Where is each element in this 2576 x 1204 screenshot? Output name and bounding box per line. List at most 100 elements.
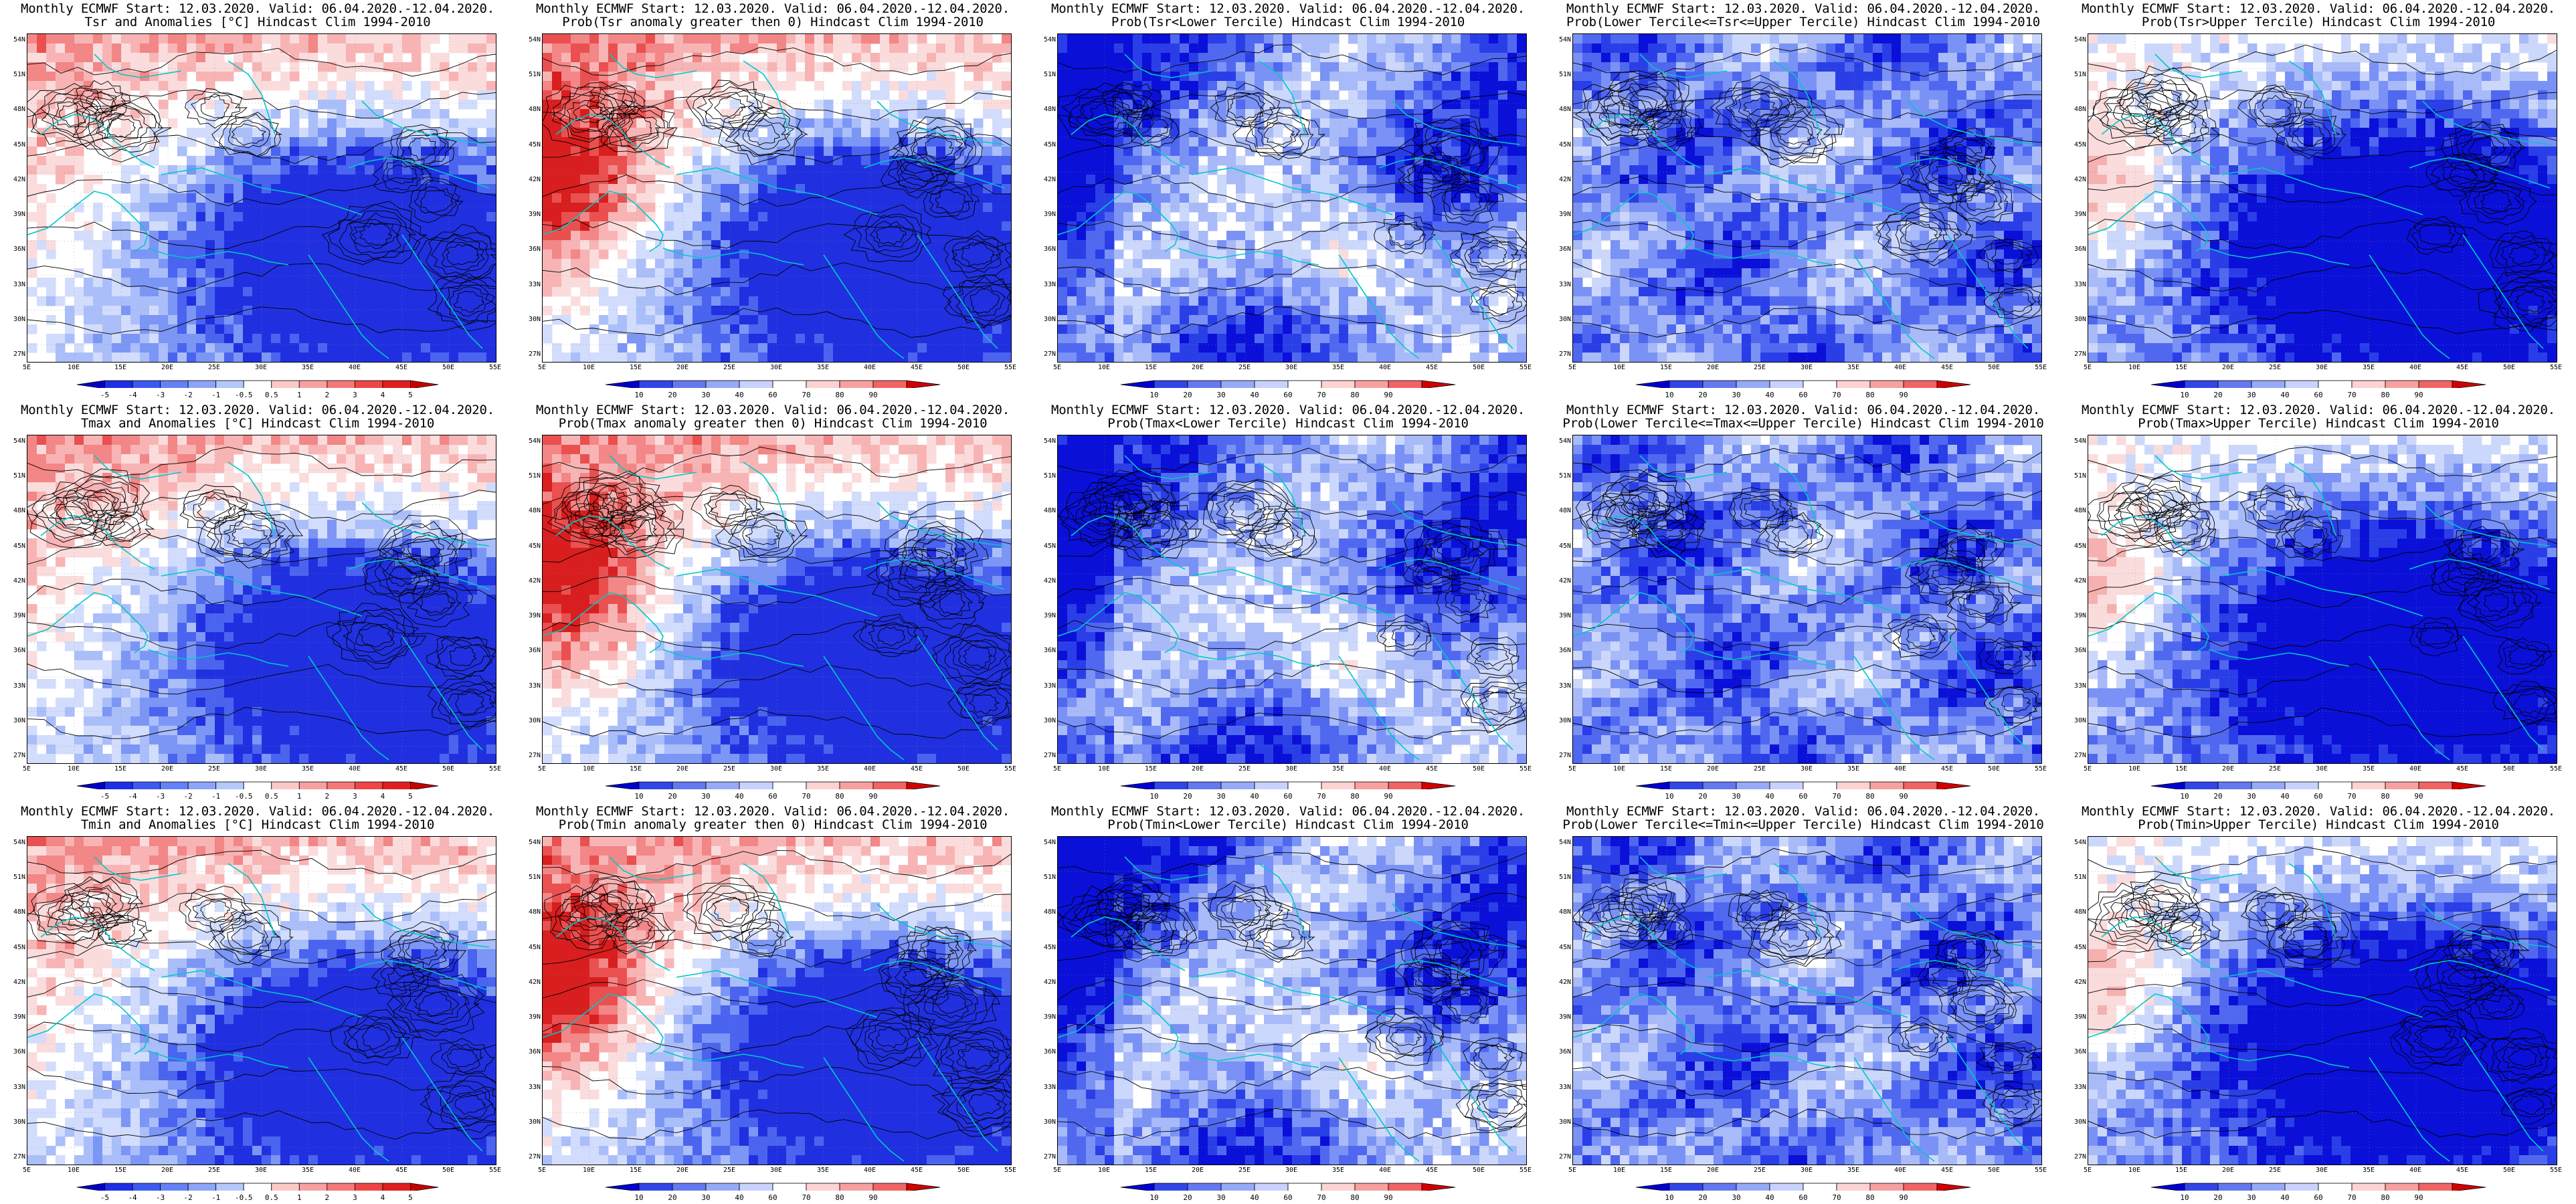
latitude-label: 42N bbox=[518, 577, 541, 585]
colorbar-swatch bbox=[1421, 781, 1456, 789]
latitude-label: 45N bbox=[3, 944, 25, 951]
latitude-label: 54N bbox=[1033, 437, 1056, 445]
longitude-label: 5E bbox=[2074, 765, 2101, 773]
colorbar-swatch bbox=[1803, 1183, 1837, 1191]
shaded-field bbox=[1058, 34, 1526, 362]
longitude-label: 40E bbox=[1887, 765, 1914, 773]
longitude-label: 45E bbox=[1418, 364, 1445, 371]
colorbar-swatch bbox=[382, 380, 411, 388]
colorbar-label: 40 bbox=[2275, 792, 2295, 801]
colorbar-label: 1 bbox=[289, 391, 309, 399]
latitude-label: 54N bbox=[1033, 839, 1056, 846]
latitude-label: 30N bbox=[2063, 717, 2086, 724]
colorbar-label: 10 bbox=[629, 792, 649, 801]
longitude-label: 35E bbox=[1325, 1167, 1352, 1174]
latitude-label: 45N bbox=[1548, 542, 1571, 550]
colorbar-swatch bbox=[1803, 781, 1837, 789]
colorbar-swatch bbox=[806, 781, 840, 789]
latitude-label: 27N bbox=[518, 752, 541, 759]
coastlines bbox=[543, 455, 1005, 761]
colorbar-label: 5 bbox=[400, 792, 420, 801]
colorbar-label: -0.5 bbox=[234, 792, 254, 801]
longitude-label: 15E bbox=[1653, 765, 1679, 773]
colorbar-swatch bbox=[2318, 380, 2353, 388]
latitude-label: 54N bbox=[1548, 437, 1571, 445]
colorbar-swatch bbox=[1154, 781, 1188, 789]
colorbar-label: 30 bbox=[1211, 1193, 1231, 1202]
latitude-label: 39N bbox=[518, 1013, 541, 1021]
longitude-label: 20E bbox=[1184, 1167, 1211, 1174]
colorbar-swatch bbox=[354, 1183, 383, 1191]
longitude-label: 45E bbox=[903, 364, 930, 371]
colorbar-swatch bbox=[1354, 1183, 1389, 1191]
coastlines bbox=[27, 856, 490, 1162]
temperature-contours bbox=[2088, 846, 2557, 1138]
longitude-label: 20E bbox=[669, 364, 696, 371]
longitude-label: 10E bbox=[2121, 765, 2148, 773]
colorbar-swatch bbox=[872, 781, 907, 789]
latitude-label: 45N bbox=[1548, 944, 1571, 951]
colorbar-label: 4 bbox=[373, 1193, 393, 1202]
latitude-label: 51N bbox=[1548, 874, 1571, 881]
longitude-label: 30E bbox=[1793, 1167, 1820, 1174]
longitude-label: 30E bbox=[763, 364, 790, 371]
colorbar-swatch bbox=[76, 380, 105, 388]
latitude-label: 45N bbox=[2063, 944, 2086, 951]
longitude-label: 30E bbox=[763, 1167, 790, 1174]
colorbar-swatch bbox=[1187, 380, 1222, 388]
latitude-label: 45N bbox=[2063, 141, 2086, 148]
colorbar-swatch bbox=[1836, 380, 1871, 388]
colorbar-swatch bbox=[1120, 781, 1155, 789]
colorbar-swatch bbox=[638, 380, 673, 388]
colorbar-swatch bbox=[271, 1183, 300, 1191]
latitude-label: 54N bbox=[518, 839, 541, 846]
colorbar-swatch bbox=[1669, 380, 1704, 388]
colorbar-swatch bbox=[76, 781, 105, 789]
longitude-label: 5E bbox=[529, 1167, 555, 1174]
colorbar-swatch bbox=[605, 380, 640, 388]
longitude-label: 30E bbox=[248, 364, 274, 371]
temperature-contours bbox=[27, 47, 496, 334]
colorbar-swatch bbox=[1736, 781, 1770, 789]
colorbar-swatch bbox=[638, 781, 673, 789]
colorbar bbox=[605, 781, 941, 789]
latitude-label: 27N bbox=[2063, 752, 2086, 759]
colorbar-label: 40 bbox=[729, 391, 749, 399]
colorbar-label: 30 bbox=[1211, 391, 1231, 399]
colorbar-swatch bbox=[1769, 1183, 1804, 1191]
longitude-label: 50E bbox=[1465, 364, 1492, 371]
longitude-label: 25E bbox=[201, 1167, 227, 1174]
latitude-label: 48N bbox=[3, 106, 25, 113]
colorbar-swatch bbox=[2251, 781, 2286, 789]
latitude-label: 27N bbox=[1548, 350, 1571, 358]
map-plot bbox=[1057, 33, 1527, 363]
latitude-label: 48N bbox=[2063, 908, 2086, 916]
colorbar-swatch bbox=[2418, 781, 2453, 789]
longitude-label: 50E bbox=[1465, 1167, 1492, 1174]
longitude-label: 30E bbox=[1278, 364, 1305, 371]
grid-lines bbox=[1573, 34, 2041, 362]
longitude-label: 55E bbox=[1512, 765, 1539, 773]
longitude-label: 30E bbox=[2308, 1167, 2335, 1174]
colorbar-swatch bbox=[839, 781, 874, 789]
longitude-label: 45E bbox=[2449, 1167, 2476, 1174]
latitude-label: 54N bbox=[1033, 36, 1056, 43]
colorbar-label: 90 bbox=[1894, 391, 1914, 399]
latitude-label: 51N bbox=[518, 71, 541, 78]
colorbar-swatch bbox=[1388, 1183, 1422, 1191]
latitude-label: 33N bbox=[1033, 281, 1056, 288]
coastlines bbox=[1058, 455, 1520, 761]
colorbar-swatch bbox=[1321, 1183, 1356, 1191]
colorbar-swatch bbox=[2418, 380, 2453, 388]
longitude-label: 20E bbox=[1184, 364, 1211, 371]
latitude-label: 36N bbox=[2063, 647, 2086, 654]
colorbar-swatch bbox=[906, 380, 941, 388]
latitude-label: 48N bbox=[1033, 507, 1056, 514]
longitude-label: 45E bbox=[1934, 1167, 1960, 1174]
longitude-label: 20E bbox=[669, 1167, 696, 1174]
colorbar-swatch bbox=[410, 1183, 439, 1191]
forecast-panel-tmax-middle: Monthly ECMWF Start: 12.03.2020. Valid: … bbox=[1546, 401, 2061, 803]
latitude-label: 33N bbox=[1548, 1084, 1571, 1091]
grid-lines bbox=[27, 435, 496, 763]
colorbar-swatch bbox=[2150, 781, 2185, 789]
